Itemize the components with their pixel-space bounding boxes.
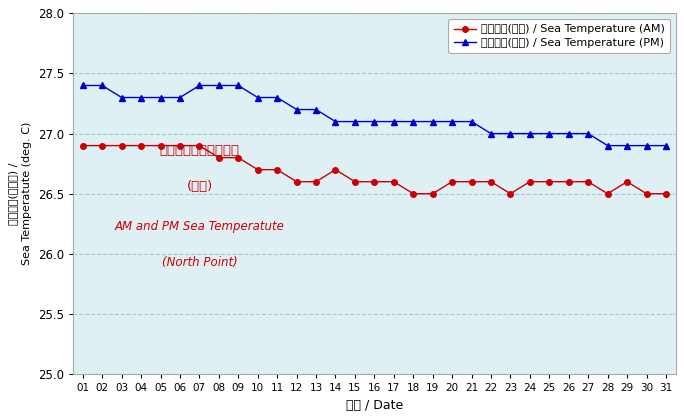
海水温度(上午) / Sea Temperature (AM) xyxy=(642,191,650,196)
海水温度(上午) / Sea Temperature (AM) xyxy=(351,179,359,184)
X-axis label: 日期 / Date: 日期 / Date xyxy=(345,399,403,412)
海水温度(上午) / Sea Temperature (AM) xyxy=(506,191,514,196)
海水温度(下午) / Sea Temperature (PM) xyxy=(234,83,242,88)
海水温度(下午) / Sea Temperature (PM) xyxy=(448,119,456,124)
海水温度(上午) / Sea Temperature (AM) xyxy=(98,143,106,148)
海水温度(上午) / Sea Temperature (AM) xyxy=(196,143,204,148)
海水温度(下午) / Sea Temperature (PM) xyxy=(118,95,126,100)
海水温度(下午) / Sea Temperature (PM) xyxy=(351,119,359,124)
海水温度(上午) / Sea Temperature (AM) xyxy=(293,179,301,184)
海水温度(下午) / Sea Temperature (PM) xyxy=(312,107,320,112)
海水温度(上午) / Sea Temperature (AM) xyxy=(215,155,223,160)
Text: AM and PM Sea Temperatute: AM and PM Sea Temperatute xyxy=(115,220,285,233)
海水温度(下午) / Sea Temperature (PM) xyxy=(506,131,514,136)
海水温度(下午) / Sea Temperature (PM) xyxy=(623,143,631,148)
海水温度(上午) / Sea Temperature (AM) xyxy=(448,179,456,184)
海水温度(下午) / Sea Temperature (PM) xyxy=(390,119,398,124)
海水温度(下午) / Sea Temperature (PM) xyxy=(98,83,106,88)
海水温度(下午) / Sea Temperature (PM) xyxy=(409,119,417,124)
海水温度(上午) / Sea Temperature (AM) xyxy=(118,143,126,148)
海水温度(下午) / Sea Temperature (PM) xyxy=(545,131,553,136)
Line: 海水温度(下午) / Sea Temperature (PM): 海水温度(下午) / Sea Temperature (PM) xyxy=(79,82,670,149)
海水温度(下午) / Sea Temperature (PM) xyxy=(584,131,592,136)
海水温度(下午) / Sea Temperature (PM) xyxy=(526,131,534,136)
海水温度(下午) / Sea Temperature (PM) xyxy=(196,83,204,88)
海水温度(上午) / Sea Temperature (AM) xyxy=(370,179,378,184)
海水温度(上午) / Sea Temperature (AM) xyxy=(331,167,339,172)
海水温度(上午) / Sea Temperature (AM) xyxy=(565,179,573,184)
Legend: 海水温度(上午) / Sea Temperature (AM), 海水温度(下午) / Sea Temperature (PM): 海水温度(上午) / Sea Temperature (AM), 海水温度(下午… xyxy=(449,19,670,53)
海水温度(下午) / Sea Temperature (PM) xyxy=(215,83,223,88)
海水温度(下午) / Sea Temperature (PM) xyxy=(79,83,87,88)
海水温度(下午) / Sea Temperature (PM) xyxy=(273,95,281,100)
Text: 上午及下午的海水温度: 上午及下午的海水温度 xyxy=(159,144,239,157)
海水温度(下午) / Sea Temperature (PM) xyxy=(565,131,573,136)
海水温度(上午) / Sea Temperature (AM) xyxy=(409,191,417,196)
海水温度(下午) / Sea Temperature (PM) xyxy=(370,119,378,124)
海水温度(上午) / Sea Temperature (AM) xyxy=(390,179,398,184)
海水温度(上午) / Sea Temperature (AM) xyxy=(234,155,242,160)
海水温度(上午) / Sea Temperature (AM) xyxy=(526,179,534,184)
Y-axis label: 海水温度(攝氏度) /
Sea Temperatute (deg. C): 海水温度(攝氏度) / Sea Temperatute (deg. C) xyxy=(8,122,32,265)
海水温度(上午) / Sea Temperature (AM) xyxy=(603,191,611,196)
海水温度(上午) / Sea Temperature (AM) xyxy=(467,179,475,184)
Text: (北角): (北角) xyxy=(187,180,213,193)
海水温度(上午) / Sea Temperature (AM) xyxy=(429,191,437,196)
海水温度(上午) / Sea Temperature (AM) xyxy=(137,143,145,148)
海水温度(下午) / Sea Temperature (PM) xyxy=(429,119,437,124)
海水温度(上午) / Sea Temperature (AM) xyxy=(487,179,495,184)
海水温度(下午) / Sea Temperature (PM) xyxy=(137,95,145,100)
海水温度(上午) / Sea Temperature (AM) xyxy=(623,179,631,184)
海水温度(上午) / Sea Temperature (AM) xyxy=(662,191,670,196)
海水温度(下午) / Sea Temperature (PM) xyxy=(642,143,650,148)
海水温度(下午) / Sea Temperature (PM) xyxy=(603,143,611,148)
海水温度(上午) / Sea Temperature (AM) xyxy=(273,167,281,172)
海水温度(下午) / Sea Temperature (PM) xyxy=(176,95,184,100)
海水温度(下午) / Sea Temperature (PM) xyxy=(467,119,475,124)
海水温度(上午) / Sea Temperature (AM) xyxy=(176,143,184,148)
海水温度(上午) / Sea Temperature (AM) xyxy=(545,179,553,184)
海水温度(下午) / Sea Temperature (PM) xyxy=(487,131,495,136)
海水温度(上午) / Sea Temperature (AM) xyxy=(312,179,320,184)
海水温度(上午) / Sea Temperature (AM) xyxy=(79,143,87,148)
海水温度(上午) / Sea Temperature (AM) xyxy=(584,179,592,184)
海水温度(下午) / Sea Temperature (PM) xyxy=(293,107,301,112)
Line: 海水温度(上午) / Sea Temperature (AM): 海水温度(上午) / Sea Temperature (AM) xyxy=(80,143,669,197)
海水温度(下午) / Sea Temperature (PM) xyxy=(331,119,339,124)
海水温度(下午) / Sea Temperature (PM) xyxy=(254,95,262,100)
海水温度(上午) / Sea Temperature (AM) xyxy=(157,143,165,148)
Text: (North Point): (North Point) xyxy=(161,256,237,269)
海水温度(下午) / Sea Temperature (PM) xyxy=(662,143,670,148)
海水温度(下午) / Sea Temperature (PM) xyxy=(157,95,165,100)
海水温度(上午) / Sea Temperature (AM) xyxy=(254,167,262,172)
